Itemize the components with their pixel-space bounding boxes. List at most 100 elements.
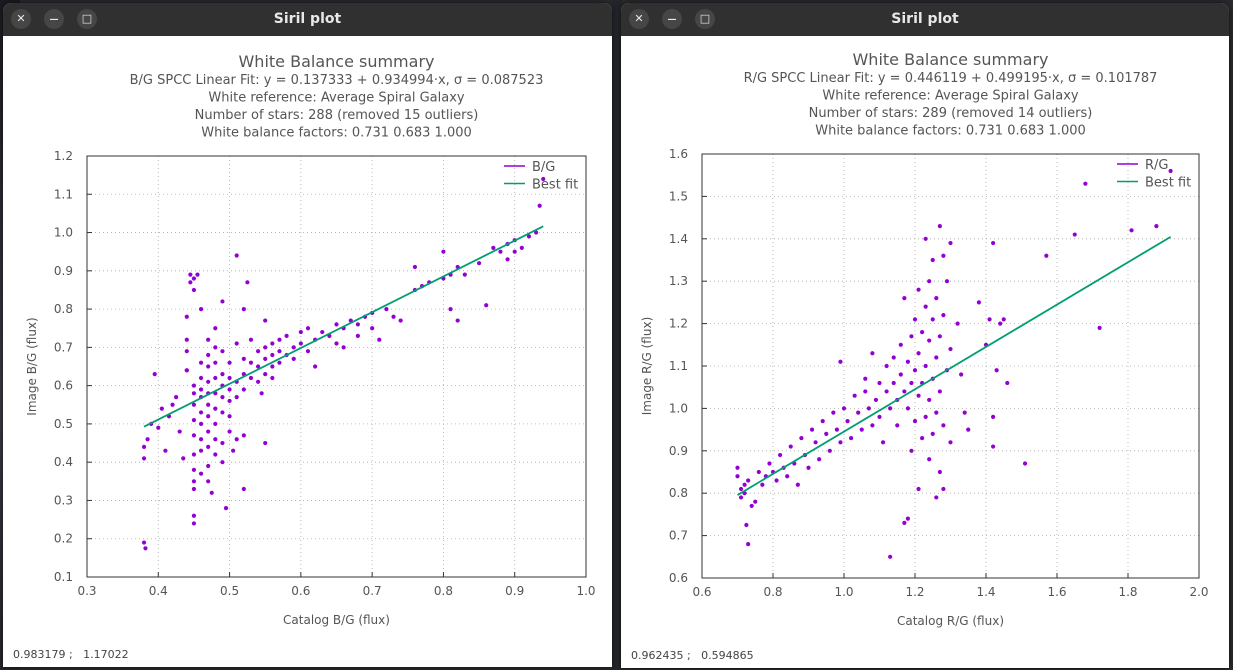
maximize-button[interactable]: □: [695, 9, 715, 29]
x-tick-label: 0.4: [149, 584, 168, 598]
data-point: [241, 486, 246, 492]
data-point: [191, 521, 197, 526]
data-point: [916, 486, 921, 492]
data-point: [742, 482, 747, 487]
maximize-button[interactable]: □: [77, 9, 97, 29]
data-point: [916, 393, 921, 398]
data-point: [305, 349, 311, 354]
data-point: [959, 372, 964, 377]
data-point: [891, 355, 896, 360]
scatter-plot[interactable]: White Balance summary R/G SPCC Linear Fit…: [621, 36, 1229, 636]
data-point: [298, 329, 303, 335]
data-point: [334, 341, 339, 346]
data-point: [920, 435, 925, 441]
window-title: Siril plot: [273, 11, 342, 27]
data-point: [259, 391, 264, 396]
data-point: [184, 314, 189, 319]
data-point: [856, 410, 861, 415]
y-tick-label: 0.8: [669, 486, 688, 500]
data-point: [505, 257, 510, 262]
data-point: [213, 437, 218, 442]
data-point: [334, 322, 339, 327]
data-point: [206, 463, 211, 469]
data-point: [191, 433, 197, 438]
y-tick-label: 1.0: [54, 226, 73, 240]
data-point: [873, 397, 879, 403]
data-point: [213, 375, 218, 381]
data-point: [934, 296, 939, 301]
data-point: [191, 479, 197, 484]
window-gap: [612, 0, 622, 670]
data-point: [206, 429, 211, 434]
chart-subtitle-line: Number of stars: 289 (removed 14 outlier…: [809, 106, 1093, 121]
y-tick-label: 0.3: [54, 493, 73, 507]
minimize-button[interactable]: —: [662, 9, 682, 29]
scatter-plot[interactable]: White Balance summary B/G SPCC Linear Fit…: [3, 36, 612, 636]
data-point: [898, 372, 903, 377]
close-icon: ✕: [16, 12, 26, 25]
x-axis-label: Catalog R/G (flux): [897, 614, 1004, 628]
data-point: [455, 318, 460, 323]
data-point: [188, 272, 193, 277]
data-point: [255, 349, 261, 354]
window-title: Siril plot: [891, 11, 959, 27]
data-point: [220, 460, 225, 465]
data-point: [884, 389, 889, 394]
data-point: [191, 287, 197, 293]
data-point: [976, 300, 981, 305]
data-point: [191, 276, 197, 281]
data-point: [934, 355, 939, 360]
data-point: [948, 346, 953, 352]
minimize-button[interactable]: —: [44, 9, 64, 29]
x-tick-label: 1.6: [1047, 585, 1066, 599]
data-point: [827, 448, 832, 453]
data-point: [905, 516, 910, 521]
y-tick-label: 0.8: [54, 302, 73, 316]
data-point: [519, 245, 524, 250]
data-point: [944, 279, 950, 284]
data-point: [341, 345, 346, 350]
data-point: [227, 398, 232, 404]
data-point: [991, 414, 996, 419]
close-icon: ✕: [634, 12, 644, 25]
data-point: [866, 406, 871, 411]
data-point: [248, 360, 254, 365]
data-point: [916, 351, 921, 356]
close-button[interactable]: ✕: [11, 9, 31, 29]
data-point: [849, 435, 854, 441]
data-point: [991, 240, 996, 246]
data-point: [534, 230, 539, 235]
data-point: [198, 360, 204, 365]
data-point: [198, 387, 204, 392]
y-tick-label: 1.4: [669, 232, 688, 246]
data-point: [277, 360, 282, 365]
data-point: [902, 520, 907, 525]
chart-title: White Balance summary: [238, 52, 434, 71]
plot-area[interactable]: White Balance summary R/G SPCC Linear Fit…: [621, 36, 1229, 640]
data-point: [795, 482, 800, 487]
data-point: [270, 364, 275, 369]
data-point: [746, 478, 751, 483]
data-point: [355, 333, 360, 338]
data-point: [245, 280, 250, 285]
data-point: [156, 425, 161, 430]
legend-label: B/G: [532, 160, 555, 175]
data-point: [870, 351, 875, 356]
data-point: [377, 337, 382, 342]
data-point: [277, 349, 282, 354]
data-point: [227, 375, 232, 381]
data-point: [937, 469, 942, 475]
data-point: [912, 317, 918, 322]
data-point: [412, 264, 418, 270]
data-point: [838, 359, 843, 364]
data-point: [145, 437, 150, 442]
maximize-icon: □: [81, 12, 93, 25]
data-point: [263, 345, 268, 350]
data-point: [163, 448, 168, 453]
data-point: [809, 427, 815, 432]
y-tick-label: 1.0: [669, 401, 688, 415]
close-button[interactable]: ✕: [629, 9, 649, 29]
data-point: [191, 486, 197, 492]
plot-area[interactable]: White Balance summary B/G SPCC Linear Fit…: [3, 36, 612, 640]
titlebar: ✕ — □ Siril plot: [3, 3, 612, 36]
